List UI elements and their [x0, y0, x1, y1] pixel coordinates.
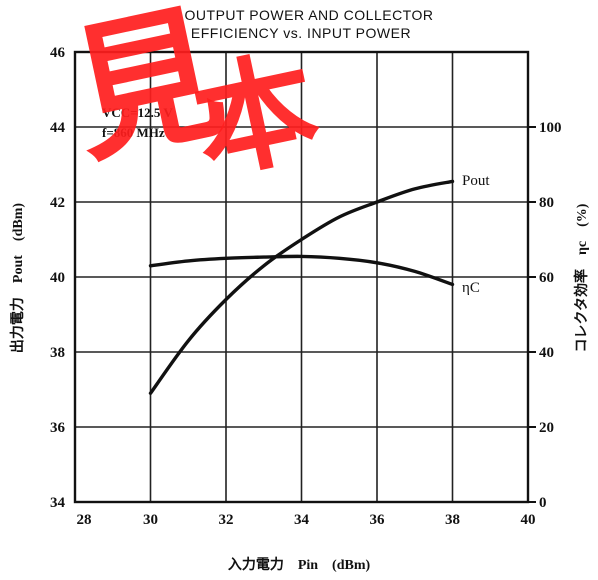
y2-tick-label: 40	[539, 345, 554, 361]
y-tick-label: 34	[50, 495, 66, 511]
y2-tick-label: 0	[539, 495, 547, 511]
y-tick-label: 44	[50, 120, 66, 136]
bottom-tick-labels: 28 30 32 34 36 38 40	[77, 512, 536, 528]
y2-tick-label: 20	[539, 420, 554, 436]
watermark: 見本	[57, 0, 331, 198]
x-tick-label: 36	[370, 512, 386, 528]
series-lines	[148, 179, 455, 395]
y-tick-label: 46	[50, 45, 66, 61]
y-axis-label: 出力電力 Pout (dBm)	[9, 203, 26, 353]
x-tick-label: 28	[77, 512, 92, 528]
series-label-pout: Pout	[462, 173, 490, 189]
y2-axis-label: コレクタ効率 ηc (%)	[573, 203, 590, 352]
x-tick-label: 40	[521, 512, 536, 528]
chart-subtitle: EFFICIENCY vs. INPUT POWER	[191, 25, 411, 41]
grid-lines	[75, 52, 528, 502]
series-label-eta-c: ηC	[462, 280, 480, 296]
y2-tick-label: 80	[539, 195, 554, 211]
x-tick-label: 38	[445, 512, 460, 528]
left-tick-labels: 34 36 38 40 42 44 46	[50, 45, 66, 511]
x-axis-label: 入力電力 Pin (dBm)	[228, 556, 371, 573]
y2-tick-label: 60	[539, 270, 554, 286]
x-tick-label: 32	[219, 512, 234, 528]
series-line-pout	[148, 179, 455, 395]
chart-title: OUTPUT POWER AND COLLECTOR	[185, 7, 434, 23]
y-tick-label: 36	[50, 420, 66, 436]
right-tick-labels: 0 20 40 60 80 100	[528, 120, 562, 511]
series-line-eta-c	[148, 254, 455, 287]
y-tick-label: 40	[50, 270, 65, 286]
condition-vcc: VCC=12.5 V	[102, 105, 173, 120]
y-tick-label: 42	[50, 195, 65, 211]
x-tick-label: 30	[143, 512, 158, 528]
x-tick-label: 34	[294, 512, 310, 528]
y2-tick-label: 100	[539, 120, 562, 136]
watermark-glyph: 見	[57, 0, 238, 184]
watermark-glyph: 本	[182, 34, 331, 198]
y-tick-label: 38	[50, 345, 65, 361]
condition-frequency: f=860 MHz	[102, 125, 165, 140]
